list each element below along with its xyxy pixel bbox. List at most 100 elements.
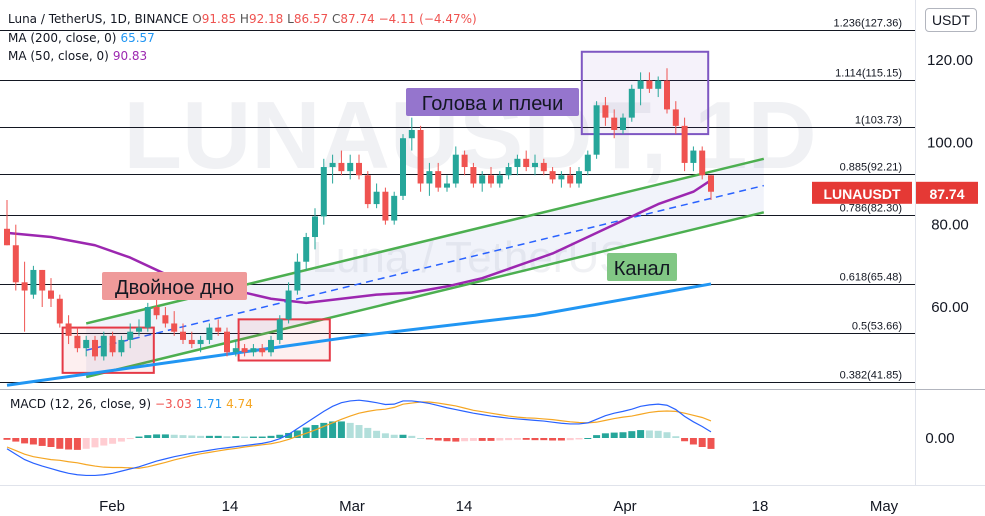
macd-hist-bar	[38, 438, 46, 446]
candle-body	[171, 323, 178, 332]
candle-body	[655, 80, 662, 89]
macd-hist-bar	[258, 436, 266, 438]
candle-body	[514, 158, 521, 168]
ma200-label: MA (200, close, 0)	[8, 31, 117, 45]
ma200-legend[interactable]: MA (200, close, 0) 65.57	[8, 31, 155, 45]
macd-hist-bar	[557, 438, 565, 441]
time-tick-label: May	[870, 498, 899, 515]
macd-hist-bar	[73, 438, 81, 450]
macd-hist-bar	[707, 438, 715, 449]
macd-hist-bar	[469, 438, 477, 441]
ma50-legend[interactable]: MA (50, close, 0) 90.83	[8, 49, 147, 63]
candle-body	[320, 167, 327, 217]
macd-hist-bar	[12, 438, 20, 442]
macd-hist-bar	[496, 438, 504, 441]
macd-hist-bar	[487, 438, 495, 441]
macd-hist-bar	[689, 438, 697, 445]
candle-body	[118, 339, 125, 353]
head-shoulders-box	[580, 50, 710, 136]
candle-body	[294, 261, 301, 291]
macd-hist-bar	[320, 422, 328, 438]
macd-hist-bar	[47, 438, 55, 447]
macd-signal-line	[6, 401, 712, 469]
macd-hist-bar	[645, 430, 653, 438]
candle-body	[523, 158, 530, 168]
candle-body	[356, 162, 362, 176]
candle-body	[628, 88, 635, 118]
candle-body	[681, 125, 688, 163]
macd-hist-bar	[373, 430, 381, 438]
price-tag-symbol: LUNAUSDT	[824, 186, 901, 202]
macd-hist-bar	[355, 425, 363, 438]
macd-hist-bar	[170, 434, 178, 438]
macd-hist-bar	[65, 438, 73, 450]
price-tag-value: 87.74	[929, 186, 964, 202]
macd-hist-bar	[161, 434, 169, 438]
macd-hist-bar	[337, 421, 345, 438]
currency-button[interactable]: USDT	[925, 8, 977, 32]
time-tick-label: 18	[752, 498, 769, 515]
candle-body	[136, 327, 142, 332]
macd-hist-bar	[681, 438, 689, 442]
candle-body	[452, 154, 459, 184]
ma50-value: 90.83	[112, 49, 148, 63]
fib-level-label: 0.885(92.21)	[840, 162, 902, 174]
fib-level-label: 0.618(65.48)	[840, 272, 902, 284]
candle-body	[576, 171, 582, 184]
macd-hist-bar	[566, 438, 574, 441]
macd-label: MACD (12, 26, close, 9)	[10, 397, 152, 411]
candle-body	[549, 171, 556, 180]
candle-body	[444, 183, 450, 188]
macd-hist-bar	[513, 438, 521, 440]
macd-axis-tick: 0.00	[925, 430, 954, 447]
macd-hist-bar	[329, 421, 337, 438]
candle-body	[215, 327, 222, 332]
high-value: 92.18	[248, 12, 284, 26]
candle-body	[30, 269, 37, 295]
macd-hist-bar	[205, 435, 213, 438]
fib-level-label: 1(103.73)	[855, 115, 902, 127]
candle-body	[699, 150, 706, 176]
macd-hist-bar	[540, 438, 548, 441]
channel-mid-line	[86, 184, 764, 351]
candle-body	[303, 237, 310, 262]
candle-body	[426, 171, 433, 184]
price-tick-label: 120.00	[927, 52, 973, 69]
candle-body	[540, 162, 547, 172]
ma200-value: 65.57	[120, 31, 155, 45]
low-value: 86.57	[293, 12, 329, 26]
close-value: 87.74	[340, 12, 375, 26]
double-bottom-box-2	[237, 318, 331, 362]
macd-hist-bar	[29, 438, 37, 445]
price-tick-label: 100.00	[927, 134, 973, 151]
time-tick-label: 14	[222, 498, 239, 515]
fib-level-label: 0.786(82.30)	[840, 203, 902, 215]
candle-body	[241, 348, 248, 353]
macd-hist-bar	[311, 425, 319, 438]
candle-body	[382, 191, 389, 221]
macd-hist-value: −3.03	[154, 397, 192, 411]
macd-hist-bar	[267, 435, 275, 438]
time-tick-label: Apr	[613, 498, 636, 515]
macd-hist-bar	[452, 438, 460, 442]
macd-legend[interactable]: MACD (12, 26, close, 9) −3.03 1.71 4.74	[10, 397, 253, 411]
macd-hist-bar	[654, 430, 662, 438]
macd-hist-bar	[197, 435, 205, 438]
macd-hist-bar	[188, 435, 196, 438]
macd-hist-bar	[478, 438, 486, 441]
candle-body	[276, 319, 283, 340]
change-value: −4.11 (−4.47%)	[378, 12, 477, 26]
time-tick-label: Mar	[339, 498, 365, 515]
candle-body	[329, 162, 336, 168]
head-shoulders-label-bg	[406, 88, 579, 116]
macd-hist-bar	[293, 430, 301, 438]
candle-body	[224, 331, 230, 353]
macd-hist-bar	[91, 438, 99, 448]
macd-hist-bar	[408, 435, 416, 438]
macd-hist-bar	[417, 438, 425, 439]
candle-body	[74, 335, 81, 349]
candle-body	[12, 245, 19, 283]
candle-body	[567, 175, 574, 184]
open-value: 91.85	[201, 12, 237, 26]
